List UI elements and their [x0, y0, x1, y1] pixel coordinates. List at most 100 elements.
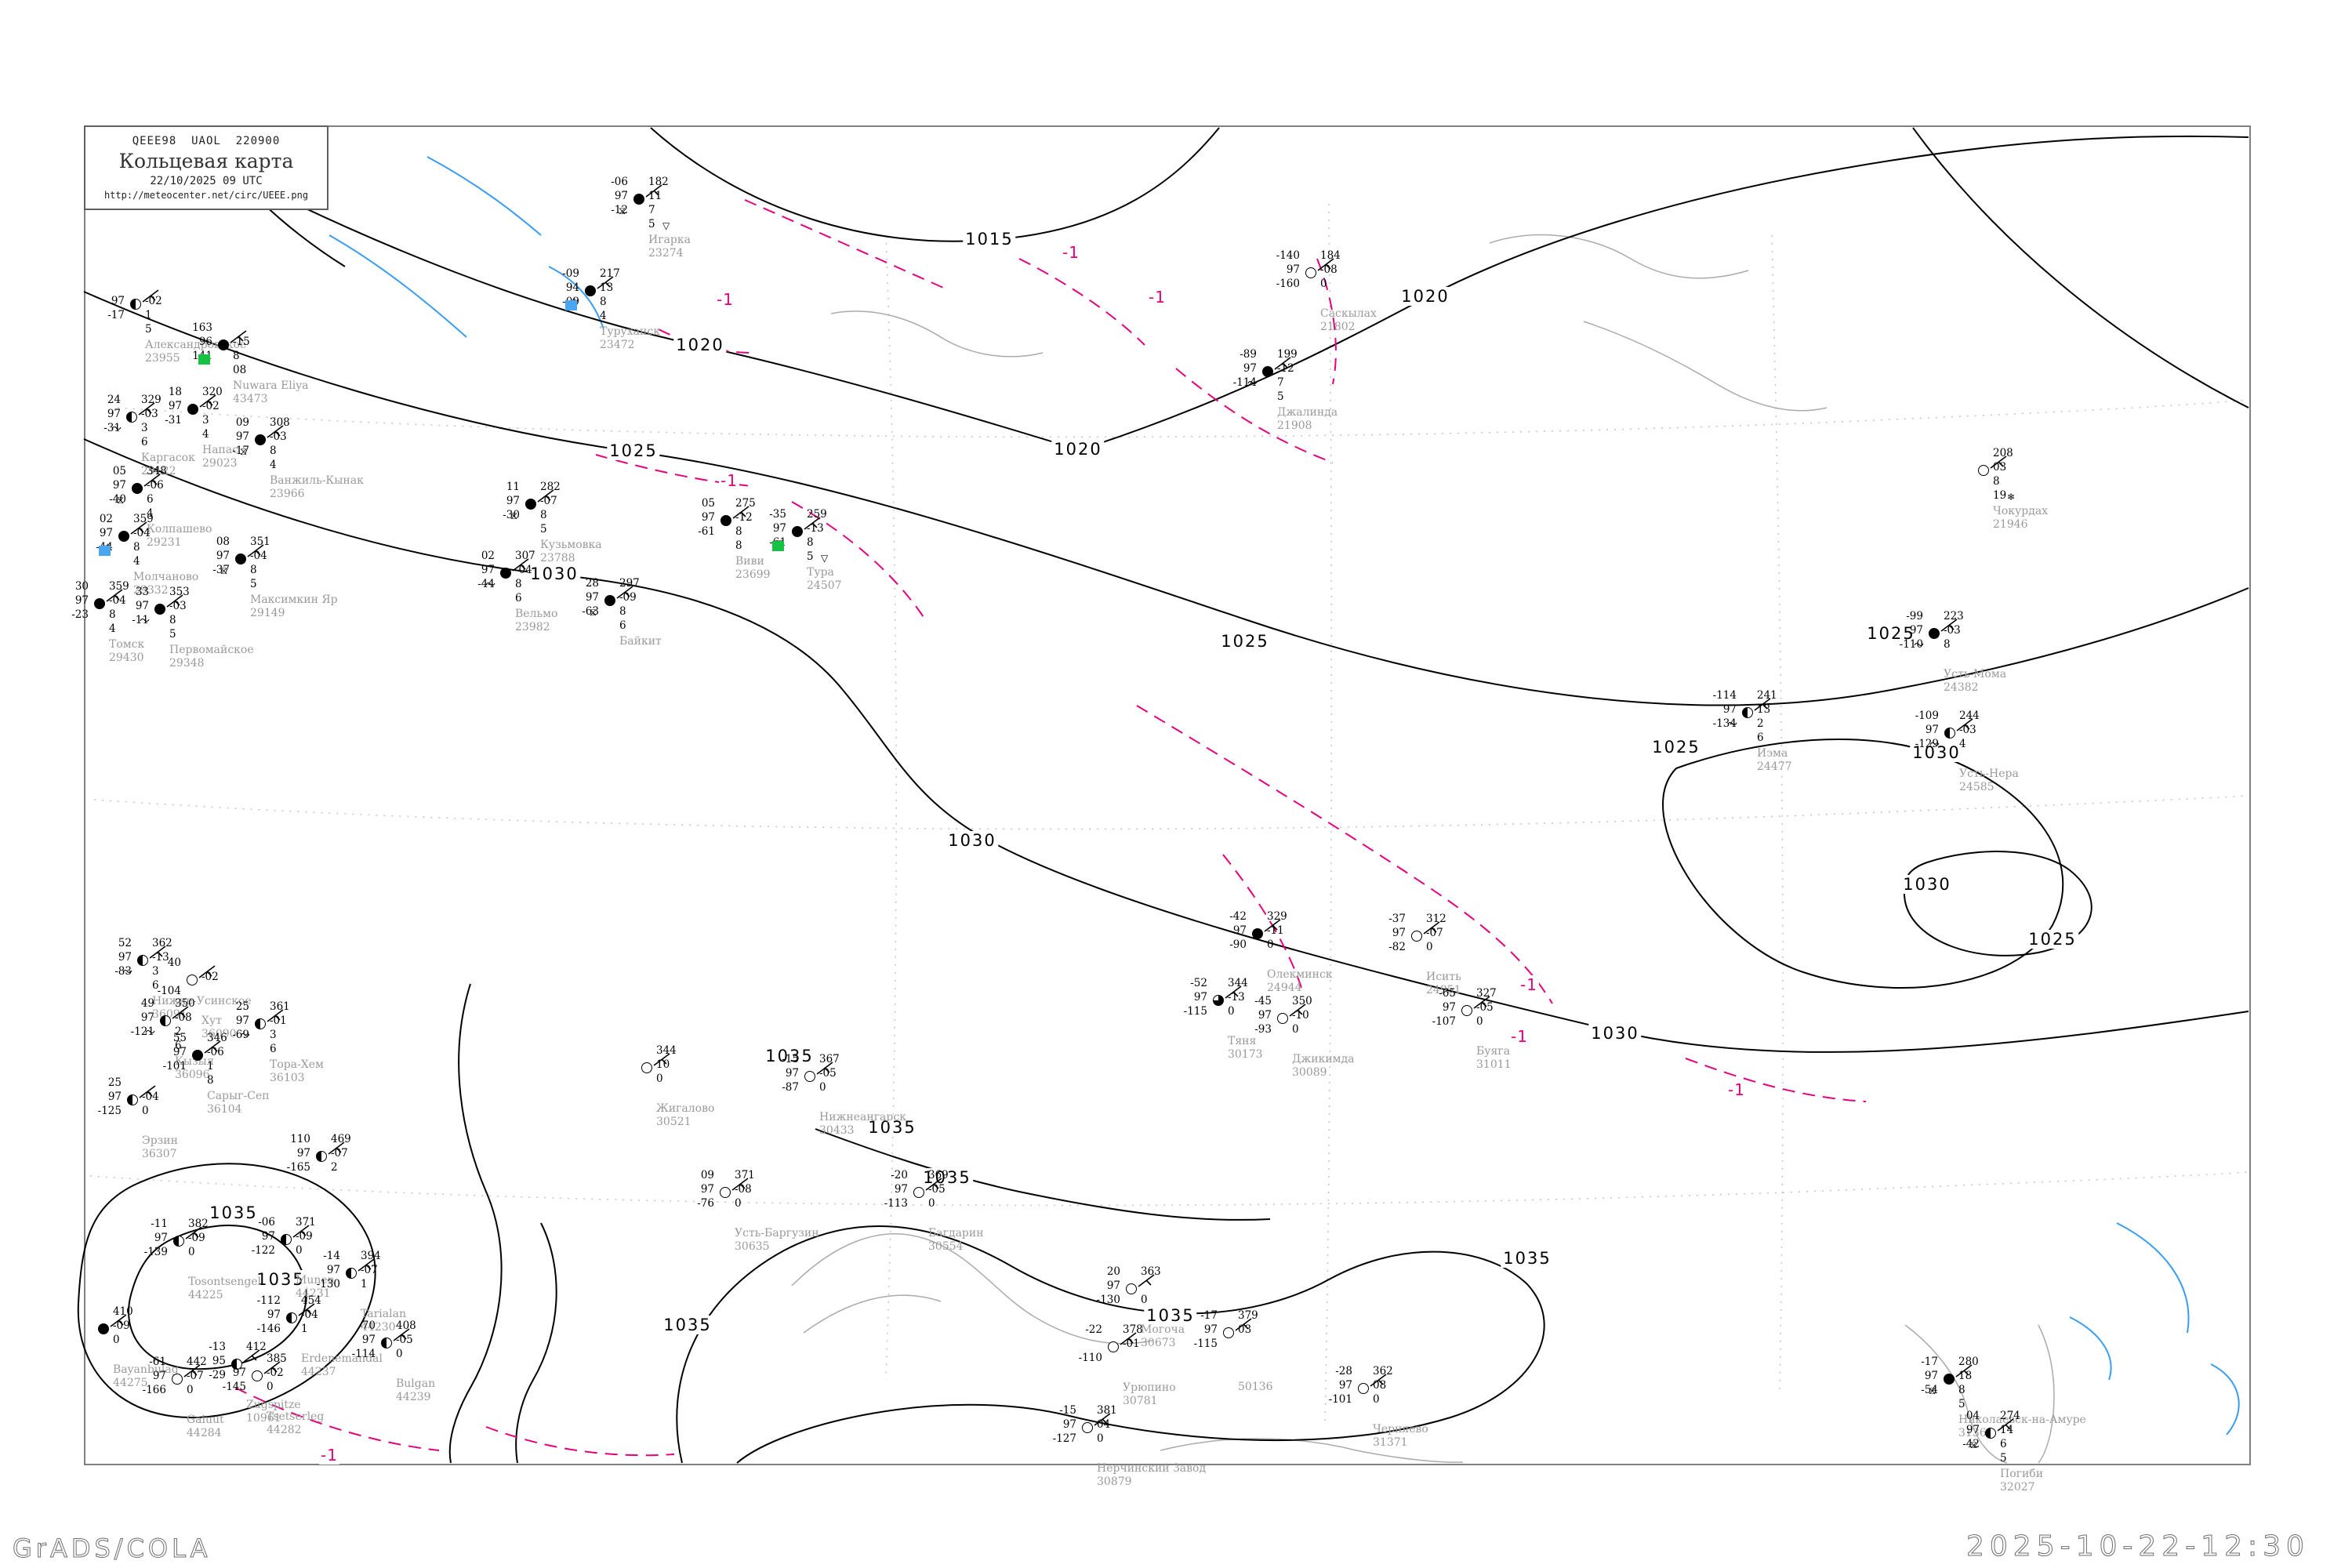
- station-name: Tosontsengel: [188, 1276, 262, 1288]
- graticule-line: [93, 795, 2249, 830]
- station-pressure: 280: [1958, 1356, 1979, 1368]
- station-dewpoint: -130: [316, 1278, 340, 1290]
- station-pressure: 410: [113, 1305, 133, 1318]
- station-value-3: 8: [133, 541, 140, 554]
- cloud-cover-icon: [127, 1094, 138, 1105]
- station-value-3: 0: [1141, 1294, 1148, 1306]
- front-label: -1: [1147, 288, 1167, 307]
- station-name: Молчаново: [133, 571, 199, 583]
- weather-symbol-icon: ⧖: [1970, 1439, 1978, 1451]
- station-pressure-tendency: -06: [147, 479, 164, 492]
- wind-barb-icon: [149, 946, 166, 959]
- station-humidity: 96: [198, 336, 212, 348]
- isobar-line: [1912, 127, 2249, 408]
- precip-marker-icon: [565, 300, 577, 310]
- station-id: 30521: [656, 1116, 691, 1128]
- coastline: [1583, 321, 1828, 412]
- station-pressure-tendency: -04: [301, 1308, 318, 1321]
- station-temperature: 33: [135, 586, 149, 598]
- station-temperature: -22: [1085, 1323, 1102, 1336]
- cloud-cover-icon: [641, 1062, 652, 1073]
- station-name: Жигалово: [656, 1102, 715, 1115]
- cloud-cover-icon: [130, 299, 141, 310]
- cloud-cover-icon: [137, 955, 148, 966]
- station-name: Erdenemandal: [301, 1352, 383, 1365]
- station-pressure-tendency: -02: [267, 1367, 284, 1379]
- weather-symbol-icon: 〜: [1914, 640, 1925, 652]
- river-line: [328, 234, 467, 338]
- front-line: [744, 199, 949, 291]
- station-id: 23982: [515, 621, 550, 633]
- station-humidity: 97: [152, 1370, 166, 1382]
- isobar-label: 1030: [946, 831, 999, 850]
- isobar-line: [1903, 851, 2092, 956]
- station-pressure: 282: [540, 481, 561, 493]
- isobar-label: 1030: [1588, 1024, 1642, 1043]
- isobar-line: [515, 1222, 557, 1464]
- station-pressure-tendency: -05: [1476, 1001, 1494, 1014]
- station-id: 30173: [1228, 1048, 1263, 1061]
- station-name: Tsetserleg: [267, 1410, 325, 1423]
- wind-barb-icon: [1274, 357, 1291, 370]
- station-humidity: 97: [118, 951, 132, 964]
- station-id: 21908: [1277, 419, 1312, 432]
- station-pressure-tendency: -07: [1426, 927, 1443, 939]
- station-value-3: 0: [142, 1105, 149, 1117]
- wind-barb-icon: [1094, 1413, 1111, 1426]
- wind-barb-icon: [1235, 1318, 1252, 1331]
- station-value-3: 0: [1292, 1023, 1299, 1036]
- station-temperature: -35: [769, 508, 786, 521]
- station-value-3: 8: [250, 564, 257, 576]
- wind-barb-icon: [138, 402, 155, 416]
- cloud-cover-icon: [1108, 1341, 1119, 1352]
- station-pressure: 184: [1320, 249, 1341, 262]
- station-pressure-tendency: -06: [207, 1046, 224, 1058]
- weather-symbol-icon: 〜: [240, 1030, 251, 1042]
- station-name: Хут: [201, 1014, 222, 1027]
- station-pressure-tendency: -13: [1228, 991, 1245, 1004]
- station-humidity: 97: [107, 408, 121, 420]
- coastline: [830, 310, 1044, 358]
- station-dewpoint: -146: [256, 1323, 281, 1335]
- station-pressure: 381: [1097, 1404, 1117, 1417]
- station-pressure: 348: [147, 465, 167, 477]
- front-label: -1: [1519, 975, 1539, 994]
- station-humidity: 97: [140, 1011, 154, 1024]
- station-name: Нижне-Усинское: [152, 995, 252, 1007]
- station-humidity: 97: [785, 1067, 799, 1080]
- station-temperature: 25: [235, 1000, 249, 1013]
- station-dewpoint: -31: [165, 414, 182, 426]
- station-humidity: 97: [112, 479, 126, 492]
- station-id: 50136: [1238, 1381, 1273, 1393]
- station-pressure-tendency: -02: [201, 971, 219, 983]
- weather-symbol-icon: 〜: [1929, 739, 1940, 751]
- station-humidity: 95: [212, 1355, 226, 1367]
- station-temperature: -20: [891, 1169, 908, 1181]
- station-pressure-tendency: -13: [152, 951, 169, 964]
- station-humidity: 97: [154, 1232, 168, 1244]
- station-pressure: 363: [1141, 1265, 1161, 1278]
- isobar-label: 1035: [1501, 1249, 1554, 1268]
- cloud-cover-icon: [792, 526, 803, 537]
- front-line: [234, 1387, 440, 1451]
- wind-barb-icon: [1997, 1418, 2014, 1432]
- station-temperature: -13: [209, 1341, 226, 1353]
- cloud-cover-icon: [1126, 1283, 1137, 1294]
- station-pressure: 241: [1757, 689, 1777, 702]
- station-value-3: 7: [1277, 376, 1284, 389]
- weather-symbol-icon: ⧖: [510, 510, 518, 522]
- wind-barb-icon: [393, 1328, 410, 1341]
- station-humidity: 97: [1338, 1379, 1352, 1392]
- station-id: 23966: [270, 488, 305, 500]
- wind-barb-icon: [166, 594, 183, 608]
- station-value-4: 5: [807, 550, 814, 563]
- weather-symbol-icon: 〜: [1727, 719, 1738, 731]
- weather-symbol-2-icon: ❄: [2007, 492, 2016, 503]
- station-temperature: -17: [1921, 1356, 1938, 1368]
- wind-barb-icon: [230, 330, 247, 343]
- station-temperature: -70: [358, 1319, 376, 1332]
- station-pressure: 361: [270, 1000, 290, 1013]
- station-pressure: 350: [1292, 995, 1312, 1007]
- station-pressure: 223: [1944, 610, 1964, 622]
- isobar-label: 1020: [1051, 440, 1105, 459]
